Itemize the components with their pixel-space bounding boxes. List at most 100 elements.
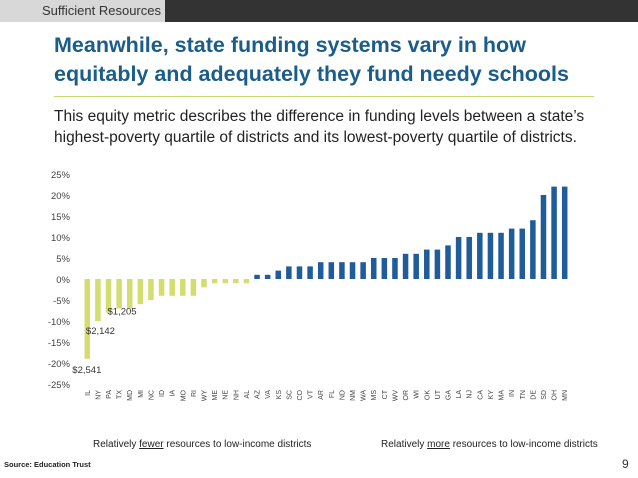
bar (84, 279, 91, 359)
bar (381, 258, 388, 279)
y-tick-label: -25% (48, 380, 71, 391)
bar (95, 279, 101, 321)
bar (434, 249, 441, 279)
note-more-resources: Relatively more resources to low-income … (381, 439, 598, 450)
x-tick-label: IL (85, 390, 92, 396)
bar (190, 279, 197, 296)
bar (317, 262, 324, 279)
x-tick-label: OR (403, 390, 410, 401)
x-tick-label: TX (117, 390, 124, 399)
bar (264, 274, 271, 279)
slide-subtitle: This equity metric describes the differe… (54, 108, 585, 146)
x-tick-label: MA (499, 390, 506, 401)
x-tick-label: WA (361, 390, 368, 401)
x-tick-label: OH (552, 390, 559, 401)
x-tick-label: UT (435, 389, 442, 399)
title-divider (54, 96, 594, 97)
y-tick-label: -20% (48, 359, 71, 370)
y-tick-label: -5% (53, 296, 70, 307)
y-tick-label: 20% (51, 191, 71, 202)
bar (137, 279, 144, 305)
bar (254, 274, 260, 279)
x-tick-label: RI (191, 390, 198, 397)
x-tick-label: NH (233, 390, 240, 400)
x-tick-label: IN (509, 390, 516, 397)
bar (126, 279, 133, 309)
bar (370, 258, 377, 279)
y-tick-label: 5% (56, 254, 70, 265)
y-tick-label: 0% (56, 275, 70, 286)
x-tick-label: MI (138, 390, 145, 398)
bar (519, 228, 526, 279)
bar (275, 270, 282, 279)
x-tick-label: ME (212, 390, 219, 401)
bar (424, 249, 430, 279)
bar (233, 279, 239, 284)
x-tick-label: ND (339, 390, 346, 400)
bar (169, 279, 175, 296)
bar (466, 237, 472, 279)
x-tick-label: TN (520, 390, 527, 399)
bar (222, 279, 228, 284)
bar (180, 279, 186, 296)
x-tick-label: NY (95, 390, 102, 400)
bar (211, 279, 218, 284)
bar (445, 245, 451, 279)
x-tick-label: AZ (255, 389, 262, 399)
x-tick-label: CA (477, 390, 484, 400)
bar (413, 253, 419, 279)
page-number: 9 (622, 457, 629, 471)
x-tick-label: SC (286, 390, 293, 400)
bar (296, 266, 303, 279)
x-tick-label: WI (414, 390, 421, 399)
bar (551, 186, 557, 279)
bar (339, 262, 345, 279)
bar (286, 266, 292, 279)
x-tick-label: NE (223, 390, 230, 400)
data-label: $2,142 (86, 326, 115, 337)
x-tick-label: FL (329, 390, 336, 398)
bar (328, 262, 335, 279)
x-tick-label: NM (350, 390, 357, 401)
x-tick-label: VT (308, 389, 315, 399)
bar (158, 279, 165, 296)
bar (477, 232, 483, 279)
bar (508, 228, 515, 279)
bar (307, 266, 313, 279)
x-tick-label: WY (202, 390, 209, 402)
x-tick-label: MN (562, 390, 569, 401)
section-tab[interactable]: Sufficient Resources (0, 0, 165, 22)
x-tick-label: VA (265, 390, 272, 399)
bar (498, 232, 504, 279)
y-tick-label: 15% (51, 212, 71, 223)
x-tick-label: NJ (467, 390, 474, 399)
bar (360, 262, 366, 279)
data-label: $1,205 (108, 307, 137, 318)
x-tick-label: ID (159, 390, 166, 397)
bar (561, 186, 568, 279)
x-tick-label: NC (148, 390, 155, 400)
data-label: $2,541 (72, 365, 101, 376)
x-tick-label: SD (541, 390, 548, 400)
x-tick-label: MO (180, 389, 187, 401)
bar (201, 279, 207, 288)
x-tick-label: CO (297, 389, 304, 400)
bar (487, 232, 494, 279)
note-fewer-resources: Relatively fewer resources to low-income… (93, 439, 312, 450)
x-tick-label: AL (244, 390, 251, 399)
funding-gap-bar-chart: -25% -20% -15% -10% -5% 0% 5% 10% 15% 20% 25% IL NY P… (48, 170, 569, 402)
x-tick-label: LA (456, 390, 463, 399)
x-tick-label: IA (170, 390, 177, 397)
bar (116, 279, 122, 309)
x-tick-label: MS (371, 390, 378, 401)
bar (455, 237, 462, 279)
x-tick-label: DE (530, 390, 537, 400)
slide-title: Meanwhile, state funding systems vary in… (54, 33, 569, 86)
bar (105, 279, 112, 313)
y-tick-label: -15% (48, 338, 71, 349)
x-tick-label: GA (446, 390, 453, 400)
x-tick-label: PA (106, 390, 113, 399)
y-tick-label: 10% (51, 233, 71, 244)
bar (148, 279, 154, 300)
y-tick-label: -10% (48, 317, 71, 328)
